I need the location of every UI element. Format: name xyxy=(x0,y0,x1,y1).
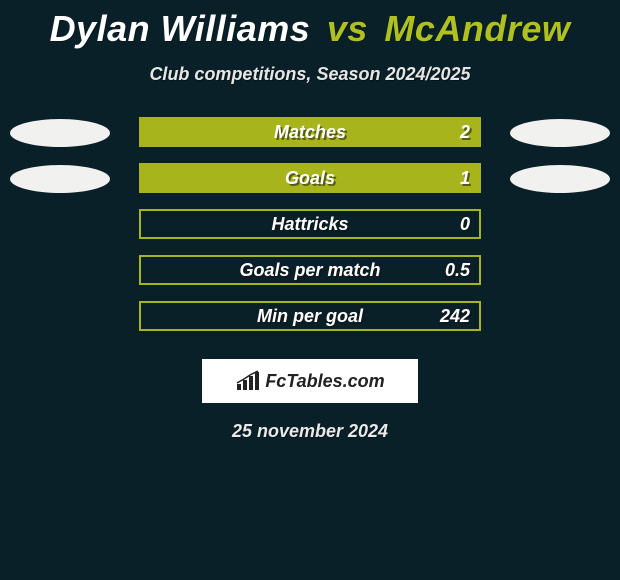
chart-icon xyxy=(235,370,261,392)
vs-separator: vs xyxy=(327,8,368,49)
stat-row: Matches2 xyxy=(0,117,620,163)
subtitle: Club competitions, Season 2024/2025 xyxy=(0,64,620,85)
stat-bar xyxy=(139,117,481,147)
stat-bar xyxy=(139,209,481,239)
player2-name: McAndrew xyxy=(384,8,570,49)
player2-badge xyxy=(510,165,610,193)
date-label: 25 november 2024 xyxy=(0,421,620,442)
stat-bar xyxy=(139,163,481,193)
stat-row: Min per goal242 xyxy=(0,301,620,347)
site-logo: FcTables.com xyxy=(202,359,418,403)
player1-name: Dylan Williams xyxy=(50,8,311,49)
stat-row: Hattricks0 xyxy=(0,209,620,255)
player2-badge xyxy=(510,119,610,147)
stat-bar xyxy=(139,255,481,285)
stat-row: Goals1 xyxy=(0,163,620,209)
stat-row: Goals per match0.5 xyxy=(0,255,620,301)
logo-text: FcTables.com xyxy=(265,371,384,392)
stat-bar xyxy=(139,301,481,331)
player1-badge xyxy=(10,165,110,193)
player1-badge xyxy=(10,119,110,147)
stats-container: Matches2Goals1Hattricks0Goals per match0… xyxy=(0,117,620,347)
page-title: Dylan Williams vs McAndrew xyxy=(0,0,620,50)
